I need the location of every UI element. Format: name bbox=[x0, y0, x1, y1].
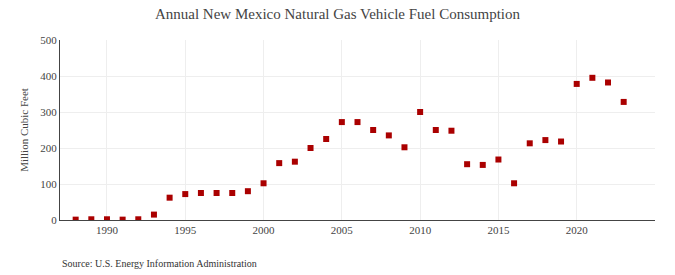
svg-text:300: 300 bbox=[40, 106, 57, 118]
svg-text:200: 200 bbox=[40, 142, 57, 154]
svg-text:500: 500 bbox=[40, 34, 57, 46]
svg-text:2000: 2000 bbox=[253, 224, 276, 236]
svg-text:2010: 2010 bbox=[409, 224, 432, 236]
svg-text:Million Cubic Feet: Million Cubic Feet bbox=[18, 88, 30, 172]
svg-text:Source: U.S. Energy Informatio: Source: U.S. Energy Information Administ… bbox=[62, 258, 257, 269]
svg-text:1995: 1995 bbox=[174, 224, 197, 236]
svg-text:2005: 2005 bbox=[331, 224, 354, 236]
svg-text:2015: 2015 bbox=[487, 224, 510, 236]
svg-text:100: 100 bbox=[40, 178, 57, 190]
svg-text:2020: 2020 bbox=[566, 224, 589, 236]
svg-text:1990: 1990 bbox=[96, 224, 119, 236]
svg-text:400: 400 bbox=[40, 70, 57, 82]
svg-text:Annual New Mexico Natural Gas: Annual New Mexico Natural Gas Vehicle Fu… bbox=[155, 6, 521, 22]
svg-text:0: 0 bbox=[51, 214, 57, 226]
